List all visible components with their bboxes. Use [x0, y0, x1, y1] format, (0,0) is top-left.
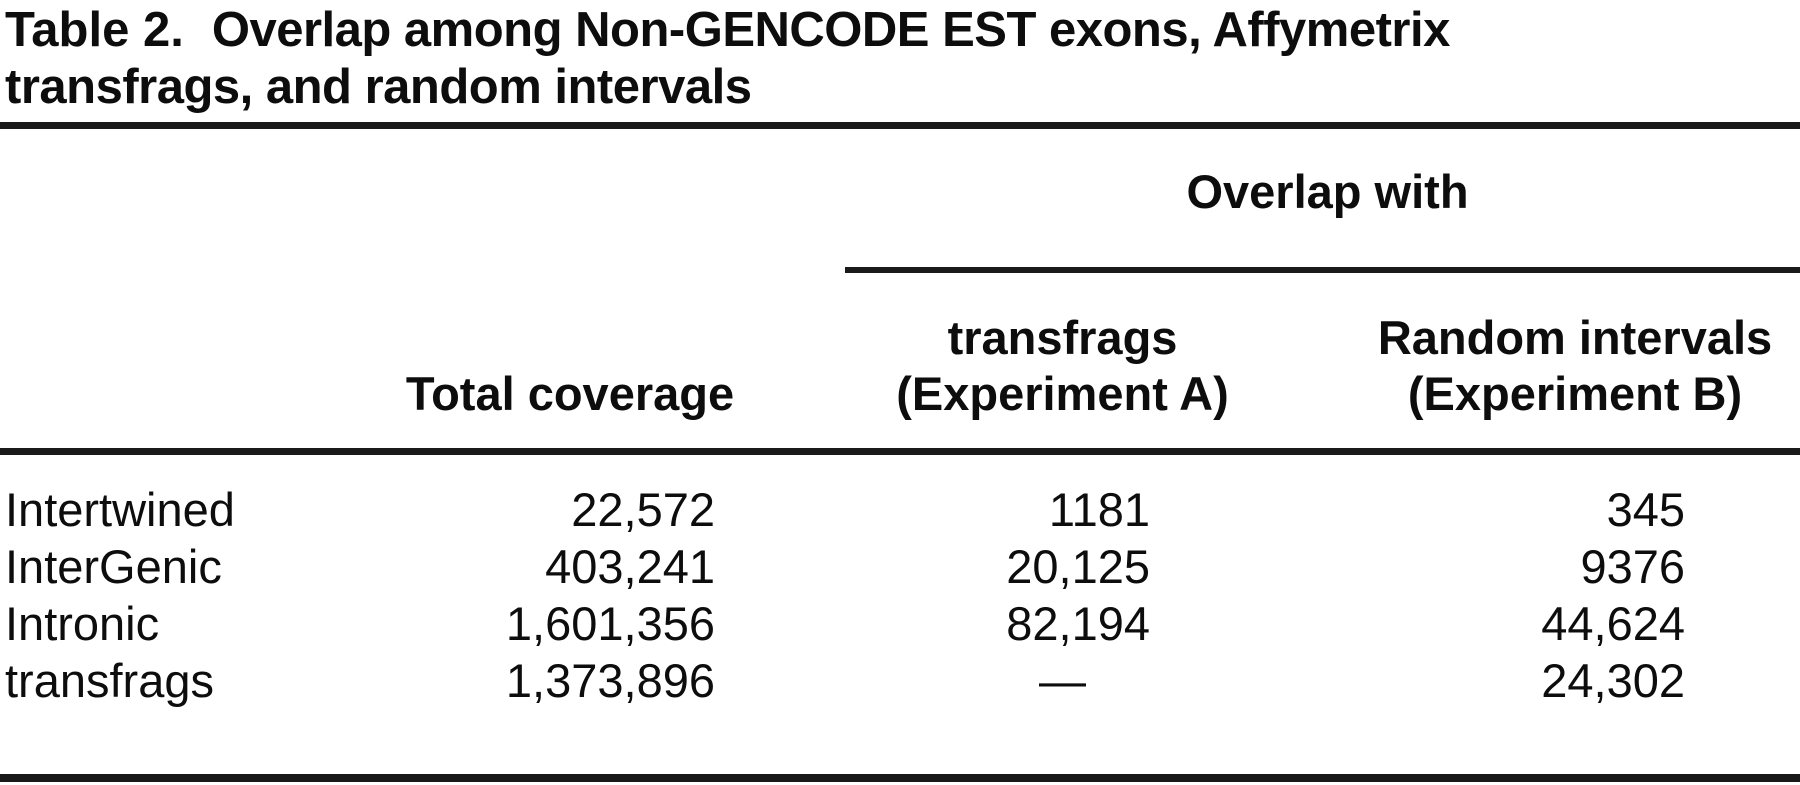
cell-experiment-a: 20,125: [1006, 539, 1150, 593]
row-label: transfrags: [5, 653, 214, 707]
cell-total-coverage: 1,373,896: [505, 653, 715, 707]
overlap-with-header: Overlap with: [810, 129, 1800, 273]
experiment-a-header: transfrags (Experiment A): [810, 273, 1315, 455]
table-title: Table 2. Overlap among Non-GENCODE EST ex…: [0, 0, 1800, 116]
row-label: Intertwined: [5, 482, 235, 536]
cell-total-coverage: 1,601,356: [505, 596, 715, 650]
bottom-rule: [0, 774, 1800, 782]
experiment-a-header-line1: transfrags: [947, 310, 1178, 364]
cell-experiment-b: 44,624: [1541, 596, 1686, 650]
table-title-line1: Overlap among Non-GENCODE EST exons, Aff…: [211, 3, 1451, 57]
overlap-with-label: Overlap with: [1186, 164, 1469, 218]
cell-total-coverage: 22,572: [571, 482, 715, 536]
total-coverage-header: Total coverage: [330, 273, 810, 455]
table-row: Intronic 1,601,356 82,194 44,624: [0, 595, 1800, 652]
cell-experiment-b: 24,302: [1541, 653, 1686, 707]
spanner-rule: [845, 267, 1800, 273]
row-label: InterGenic: [5, 539, 222, 593]
cell-experiment-a-dash: —: [1039, 653, 1086, 707]
experiment-b-header: Random intervals (Experiment B): [1315, 273, 1800, 455]
spanner-spacer-cell: [0, 129, 810, 273]
cell-experiment-a: 1181: [1048, 482, 1150, 536]
experiment-a-header-line2: (Experiment A): [896, 366, 1229, 420]
spanner-header-row: Overlap with: [0, 129, 1800, 273]
cell-experiment-b: 345: [1606, 482, 1686, 536]
title-rule: [0, 122, 1800, 129]
column-header-row: Total coverage transfrags (Experiment A)…: [0, 273, 1800, 455]
data-table: Overlap with Total coverage transfrags (…: [0, 129, 1800, 709]
cell-experiment-a: 82,194: [1006, 596, 1150, 650]
cell-total-coverage: 403,241: [545, 539, 715, 593]
row-label: Intronic: [5, 596, 160, 650]
experiment-b-header-line1: Random intervals: [1377, 310, 1773, 364]
cell-experiment-b: 9376: [1580, 539, 1686, 593]
table-title-line2: transfrags, and random intervals: [5, 60, 752, 114]
experiment-b-header-line2: (Experiment B): [1407, 366, 1743, 420]
table-row: InterGenic 403,241 20,125 9376: [0, 538, 1800, 595]
row-label-header-cell: [0, 273, 330, 455]
table-number-label: Table 2.: [5, 3, 184, 57]
table-row: Intertwined 22,572 1181 345: [0, 451, 1800, 538]
table-row: transfrags 1,373,896 — 24,302: [0, 652, 1800, 709]
